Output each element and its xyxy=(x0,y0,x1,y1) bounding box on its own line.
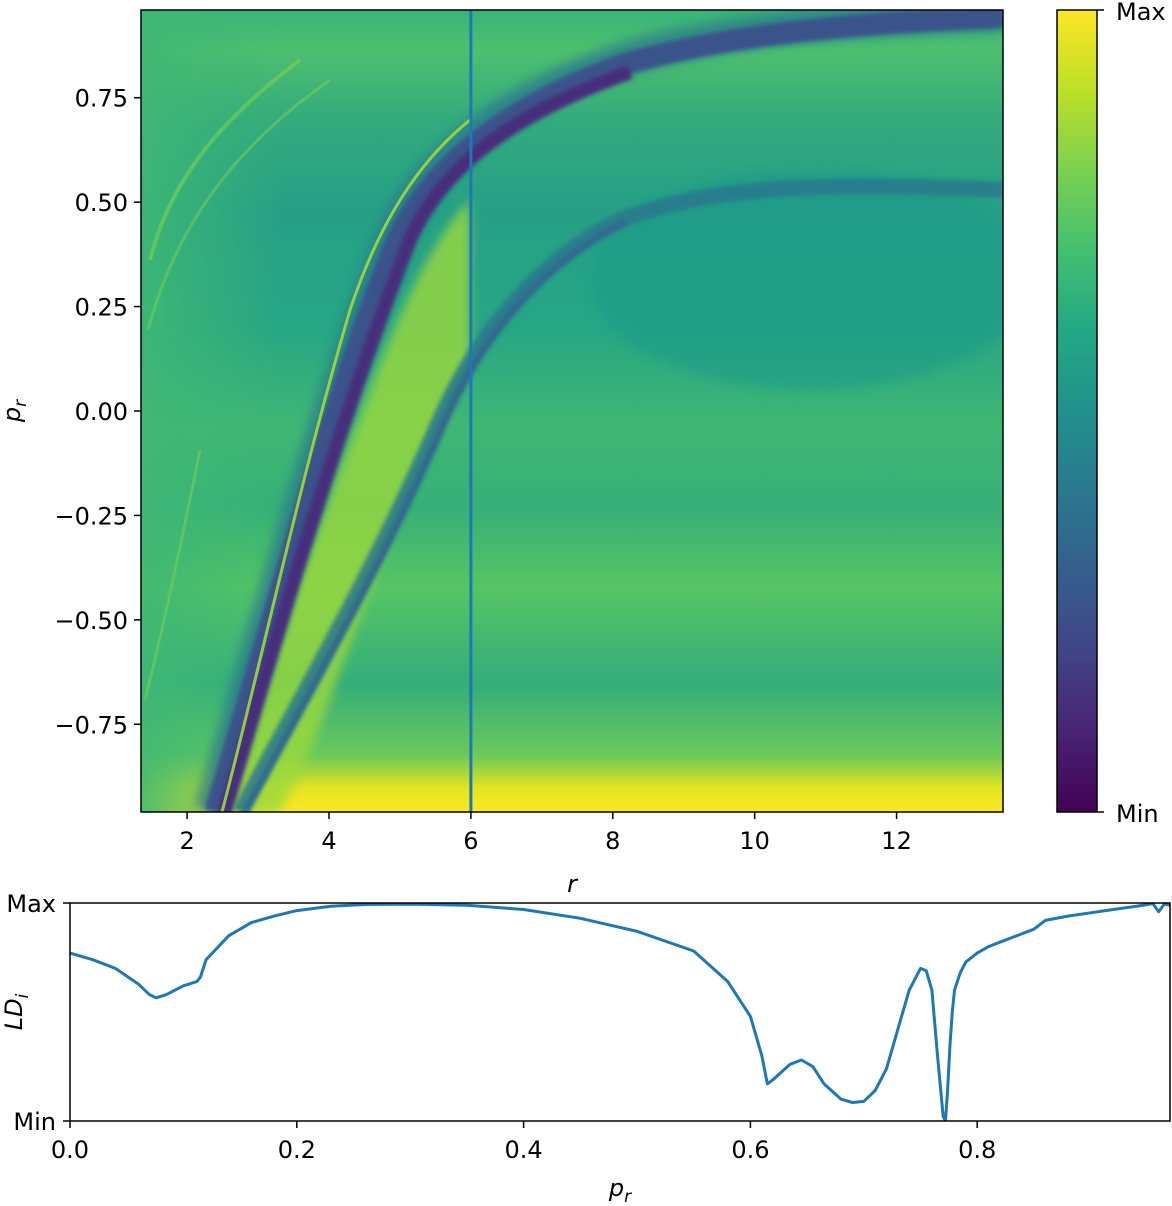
line-panel: 0.0 0.2 0.4 0.6 0.8 Max Min LDi pr xyxy=(0,890,1171,1206)
heatmap-y-axis-label: pr xyxy=(0,399,31,423)
line-axes-frame xyxy=(69,902,1171,1122)
heatmap-y-tick-label: 0.25 xyxy=(75,294,128,322)
colorbar-gradient xyxy=(1056,9,1098,813)
heatmap-y-tick-label: −0.25 xyxy=(54,502,128,530)
colorbar-min-label: Min xyxy=(1116,800,1159,828)
line-x-tick-label: 0.4 xyxy=(505,1136,543,1164)
line-x-ticks: 0.0 0.2 0.4 0.6 0.8 xyxy=(51,1121,996,1164)
line-x-tick-label: 0.2 xyxy=(278,1136,316,1164)
heatmap-x-tick-label: 12 xyxy=(881,827,912,855)
heatmap-y-tick-label: 0.00 xyxy=(75,398,128,426)
heatmap-panel: 2 4 6 8 10 12 0.75 0.50 0.25 0.00 −0.25 −0.50 −0.75… xyxy=(0,9,1004,898)
heatmap-y-tick-label: 0.75 xyxy=(75,85,128,113)
heatmap-x-tick-label: 8 xyxy=(605,827,620,855)
heatmap-x-ticks: 2 4 6 8 10 12 xyxy=(179,812,912,855)
heatmap-y-tick-label: 0.50 xyxy=(75,189,128,217)
heatmap-y-tick-label: −0.50 xyxy=(54,607,128,635)
heatmap-x-axis-label: r xyxy=(567,870,579,898)
ld-series-line xyxy=(70,903,1170,1121)
line-y-tick-min-label: Min xyxy=(13,1108,56,1136)
line-x-tick-label: 0.6 xyxy=(731,1136,769,1164)
line-x-tick-label: 0.8 xyxy=(958,1136,996,1164)
line-y-tick-max-label: Max xyxy=(6,890,56,918)
line-x-tick-label: 0.0 xyxy=(51,1136,89,1164)
line-x-axis-label: pr xyxy=(608,1174,632,1206)
line-y-axis-label: LDi xyxy=(0,993,33,1030)
heatmap-x-tick-label: 10 xyxy=(739,827,770,855)
heatmap-y-ticks: 0.75 0.50 0.25 0.00 −0.25 −0.50 −0.75 xyxy=(54,85,141,739)
heatmap-x-tick-label: 4 xyxy=(321,827,336,855)
heatmap-x-tick-label: 6 xyxy=(463,827,478,855)
colorbar: Max Min xyxy=(1056,0,1166,828)
heatmap-image xyxy=(141,10,1003,812)
heatmap-x-tick-label: 2 xyxy=(179,827,194,855)
colorbar-max-label: Max xyxy=(1116,0,1166,26)
heatmap-y-tick-label: −0.75 xyxy=(54,711,128,739)
